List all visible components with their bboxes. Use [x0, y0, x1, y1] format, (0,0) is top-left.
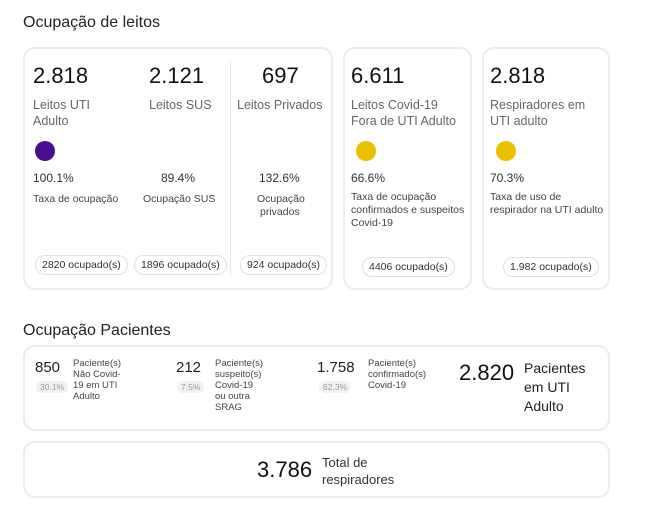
section-title-pacientes: Ocupação Pacientes — [23, 322, 171, 339]
respiradores-label-1: Respiradores em — [490, 98, 586, 112]
respiradores-value: 2.818 — [490, 63, 546, 88]
sus-pct-label: Ocupação SUS — [143, 193, 216, 205]
sus-value: 2.121 — [149, 63, 205, 88]
card-leitos-covid: 6.611 Leitos Covid-19 Fora de UTI Adulto… — [343, 47, 472, 290]
privados-pct-label-1: Ocupação — [257, 193, 305, 205]
covid-pill: 4406 ocupado(s) — [362, 257, 455, 277]
covid-status-dot — [356, 141, 376, 161]
nao-covid-label-4: Adulto — [73, 391, 100, 402]
suspeitos-label-2: suspeito(s) — [215, 369, 262, 380]
sus-label: Leitos SUS — [149, 98, 212, 112]
covid-pct: 66.6% — [351, 171, 386, 185]
confirmados-value: 1.758 — [317, 359, 355, 376]
nao-covid-pct: 30.1% — [36, 381, 69, 393]
nao-covid-label-2: Não Covid- — [73, 369, 121, 380]
card-pacientes: 850 30.1% Paciente(s) Não Covid- 19 em U… — [23, 345, 610, 431]
confirmados-label-1: Paciente(s) — [368, 358, 417, 369]
column-divider — [230, 61, 231, 276]
respiradores-status-dot — [496, 141, 516, 161]
suspeitos-label-1: Paciente(s) — [215, 358, 264, 369]
nao-covid-label-3: 19 em UTI — [73, 380, 118, 391]
sus-pct: 89.4% — [161, 171, 196, 185]
uti-adulto-label-1: Leitos UTI — [33, 98, 90, 112]
privados-pct: 132.6% — [259, 171, 300, 185]
confirmados-pct: 62.3% — [319, 381, 352, 393]
privados-value: 697 — [262, 63, 299, 88]
confirmados-label-3: Covid-19 — [368, 380, 407, 391]
confirmados-label-2: confirmado(s) — [368, 369, 427, 380]
privados-pill: 924 ocupado(s) — [240, 255, 327, 275]
total-respiradores-label-1: Total de — [322, 455, 368, 470]
nao-covid-value: 850 — [35, 359, 61, 376]
suspeitos-label-3: Covid-19 — [215, 380, 254, 391]
suspeitos-pct: 7.5% — [177, 381, 205, 393]
respiradores-pct-label-1: Taxa de uso de — [490, 191, 562, 203]
covid-pct-label-3: Covid-19 — [351, 217, 394, 229]
nao-covid-label-1: Paciente(s) — [73, 358, 122, 369]
uti-adulto-status-dot — [35, 141, 55, 161]
card-total-respiradores: 3.786 Total de respiradores — [23, 441, 610, 498]
section-title-leitos: Ocupação de leitos — [23, 14, 160, 31]
uti-adulto-value: 2.818 — [33, 63, 89, 88]
uti-adulto-pill: 2820 ocupado(s) — [35, 255, 128, 275]
covid-label-1: Leitos Covid-19 — [351, 98, 438, 112]
respiradores-pct-label-2: respirador na UTI adulto — [490, 204, 604, 216]
suspeitos-value: 212 — [176, 359, 202, 376]
covid-label-2: Fora de UTI Adulto — [351, 114, 456, 128]
uti-adulto-pct-label: Taxa de ocupação — [33, 193, 119, 205]
total-respiradores-value: 3.786 — [257, 457, 313, 482]
total-pacientes-value: 2.820 — [459, 360, 515, 385]
respiradores-pct: 70.3% — [490, 171, 525, 185]
uti-adulto-pct: 100.1% — [33, 171, 74, 185]
privados-label: Leitos Privados — [237, 98, 323, 112]
covid-value: 6.611 — [351, 63, 405, 88]
total-pacientes-label-1: Pacientes — [524, 360, 586, 376]
total-pacientes-label-2: em UTI — [524, 379, 570, 395]
suspeitos-label-5: SRAG — [215, 402, 242, 413]
sus-pill: 1896 ocupado(s) — [134, 255, 227, 275]
total-respiradores-label-2: respiradores — [322, 472, 395, 487]
card-leitos-uti: 2.818 Leitos UTI Adulto 100.1% Taxa de o… — [23, 47, 333, 290]
uti-adulto-label-2: Adulto — [33, 114, 69, 128]
covid-pct-label-1: Taxa de ocupação — [351, 191, 437, 203]
respiradores-label-2: UTI adulto — [490, 114, 548, 128]
card-respiradores: 2.818 Respiradores em UTI adulto 70.3% T… — [482, 47, 610, 290]
covid-pct-label-2: confirmados e suspeitos — [351, 204, 465, 216]
privados-pct-label-2: privados — [260, 206, 300, 218]
suspeitos-label-4: ou outra — [215, 391, 250, 402]
total-pacientes-label-3: Adulto — [524, 398, 564, 414]
respiradores-pill: 1.982 ocupado(s) — [503, 257, 599, 277]
